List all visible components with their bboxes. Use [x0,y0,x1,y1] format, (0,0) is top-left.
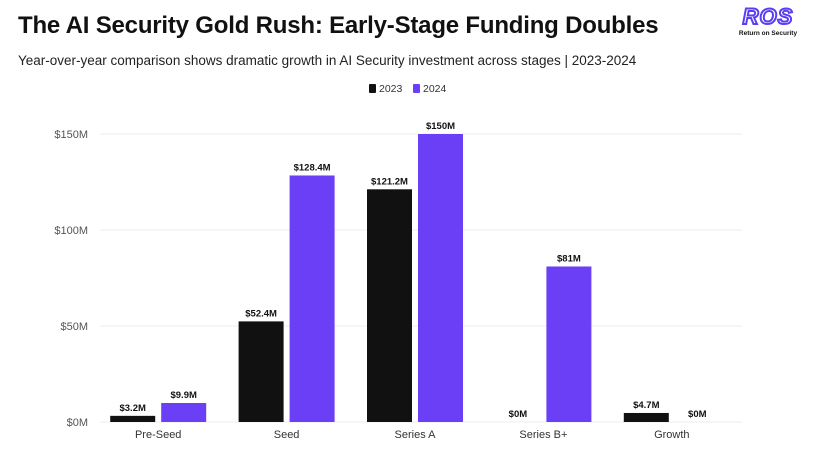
legend-swatch-2023 [369,84,376,93]
bar-2023-series-a [367,189,412,422]
data-label: $4.7M [633,400,659,411]
y-tick-label: $50M [60,321,88,333]
data-label: $0M [509,409,528,420]
data-labels: $3.2M $9.9M $52.4M $128.4M $121.2M $150M $0M $8… [119,121,706,420]
x-axis-categories: Pre-Seed Seed Series A Series B+ Growth [135,429,690,441]
bars [110,134,669,422]
bar-2024-pre-seed [161,402,207,422]
data-label: $121.2M [371,176,408,187]
y-axis-ticks: $0M $50M $100M $150M [54,129,88,429]
legend-label-2023: 2023 [379,83,403,95]
legend: 2023 2024 [369,83,447,95]
bar-2024-series-a [418,134,463,422]
bar-2023-seed [238,321,284,422]
bar-2024-seed [289,175,335,422]
data-label: $150M [426,121,455,132]
logo-tagline: Return on Security [738,30,798,37]
data-label: $9.9M [170,390,196,401]
y-tick-label: $100M [54,225,88,237]
bar-2023-growth [623,412,669,422]
legend-label-2024: 2024 [423,83,447,95]
category-label: Growth [654,429,689,441]
chart-title: The AI Security Gold Rush: Early-Stage F… [18,12,659,39]
category-label: Series A [395,429,437,441]
data-label: $52.4M [245,308,277,319]
logo-mark: ROS [742,4,794,29]
chart-subtitle: Year-over-year comparison shows dramatic… [18,53,637,68]
data-label: $81M [557,253,581,264]
y-tick-label: $150M [54,129,88,141]
legend-swatch-2024 [413,84,420,93]
bar-2024-series-b- [546,266,592,422]
bar-2023-pre-seed [110,415,156,422]
data-label: $128.4M [294,162,331,173]
category-label: Pre-Seed [135,429,181,441]
ros-logo: ROS Return on Security [736,4,800,42]
y-tick-label: $0M [67,417,88,429]
data-label: $3.2M [119,403,145,414]
category-label: Series B+ [519,429,567,441]
category-label: Seed [274,429,300,441]
data-label: $0M [688,409,707,420]
